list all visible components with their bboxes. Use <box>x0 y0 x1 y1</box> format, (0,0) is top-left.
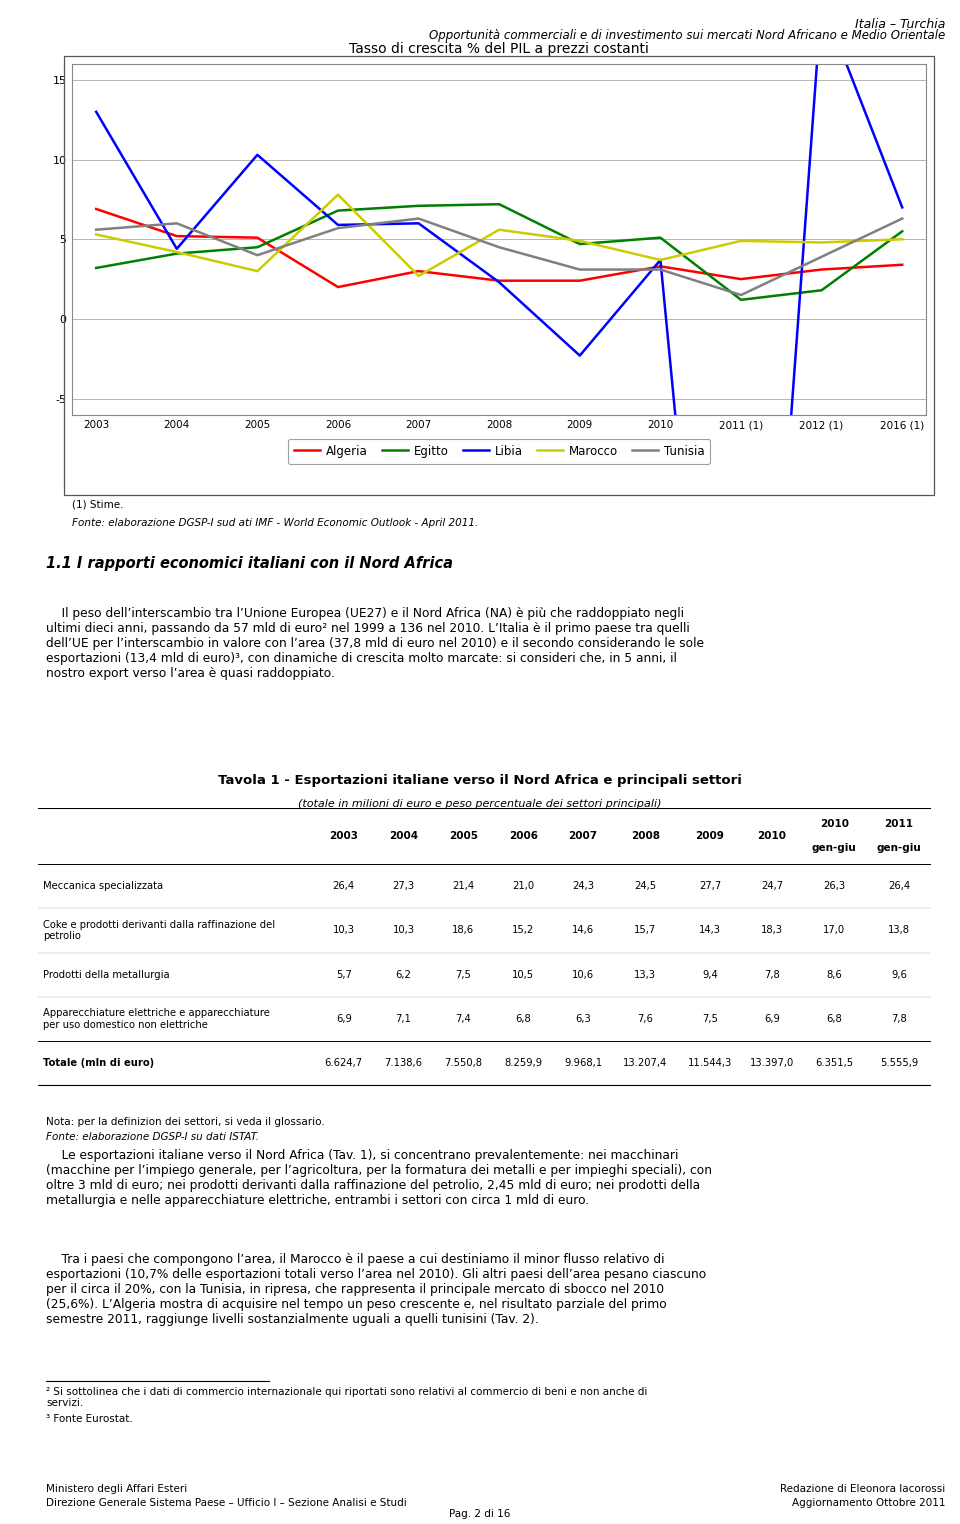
Text: 15,2: 15,2 <box>512 925 535 936</box>
Text: 21,0: 21,0 <box>513 881 535 892</box>
Text: 11.544,3: 11.544,3 <box>687 1058 732 1068</box>
Text: 6,8: 6,8 <box>827 1013 842 1024</box>
Text: Nota: per la definizion dei settori, si veda il glossario.: Nota: per la definizion dei settori, si … <box>46 1117 324 1128</box>
Text: 2007: 2007 <box>568 831 598 841</box>
Text: Prodotti della metallurgia: Prodotti della metallurgia <box>43 969 170 980</box>
Text: Redazione di Eleonora Iacorossi: Redazione di Eleonora Iacorossi <box>780 1484 946 1495</box>
Text: 27,7: 27,7 <box>699 881 721 892</box>
Text: 2011: 2011 <box>884 818 913 829</box>
Text: 8,6: 8,6 <box>827 969 842 980</box>
Text: Fonte: elaborazione DGSP-I su dati ISTAT.: Fonte: elaborazione DGSP-I su dati ISTAT… <box>46 1132 259 1143</box>
Text: 2005: 2005 <box>449 831 478 841</box>
Text: 13,3: 13,3 <box>635 969 657 980</box>
Text: 6.351,5: 6.351,5 <box>815 1058 853 1068</box>
Text: 15,7: 15,7 <box>635 925 657 936</box>
Text: 10,3: 10,3 <box>393 925 415 936</box>
Text: 6.624,7: 6.624,7 <box>324 1058 363 1068</box>
Text: 24,3: 24,3 <box>572 881 594 892</box>
Text: Il peso dell’interscambio tra l’Unione Europea (UE27) e il Nord Africa (NA) è pi: Il peso dell’interscambio tra l’Unione E… <box>46 607 704 680</box>
Text: Opportunità commerciali e di investimento sui mercati Nord Africano e Medio Orie: Opportunità commerciali e di investiment… <box>429 29 946 43</box>
Text: 7,5: 7,5 <box>702 1013 718 1024</box>
Legend: Algeria, Egitto, Libia, Marocco, Tunisia: Algeria, Egitto, Libia, Marocco, Tunisia <box>288 439 710 463</box>
Text: 6,3: 6,3 <box>575 1013 591 1024</box>
Text: 7,5: 7,5 <box>455 969 471 980</box>
Text: Coke e prodotti derivanti dalla raffinazione del
petrolio: Coke e prodotti derivanti dalla raffinaz… <box>43 919 275 942</box>
Text: (totale in milioni di euro e peso percentuale dei settori principali): (totale in milioni di euro e peso percen… <box>299 799 661 809</box>
Text: Le esportazioni italiane verso il Nord Africa (Tav. 1), si concentrano prevalent: Le esportazioni italiane verso il Nord A… <box>46 1149 712 1207</box>
Text: (1) Stime.: (1) Stime. <box>72 500 124 511</box>
Text: 9,4: 9,4 <box>702 969 718 980</box>
Text: 14,3: 14,3 <box>699 925 721 936</box>
Title: Tasso di crescita % del PIL a prezzi costanti: Tasso di crescita % del PIL a prezzi cos… <box>349 41 649 56</box>
Text: Italia – Turchia: Italia – Turchia <box>855 18 946 32</box>
Text: 7,4: 7,4 <box>456 1013 471 1024</box>
Text: Fonte: elaborazione DGSP-I sud ati IMF - World Economic Outlook - April 2011.: Fonte: elaborazione DGSP-I sud ati IMF -… <box>72 518 478 529</box>
Text: Totale (mln di euro): Totale (mln di euro) <box>43 1058 154 1068</box>
Text: 2006: 2006 <box>509 831 538 841</box>
Text: 5,7: 5,7 <box>336 969 351 980</box>
Text: 2004: 2004 <box>389 831 419 841</box>
Text: 7.550,8: 7.550,8 <box>444 1058 483 1068</box>
Text: 6,2: 6,2 <box>396 969 412 980</box>
Text: 8.259,9: 8.259,9 <box>504 1058 542 1068</box>
Text: 2010: 2010 <box>820 818 849 829</box>
Text: 14,6: 14,6 <box>572 925 594 936</box>
Text: 2009: 2009 <box>695 831 725 841</box>
Text: ² Si sottolinea che i dati di commercio internazionale qui riportati sono relati: ² Si sottolinea che i dati di commercio … <box>46 1387 647 1408</box>
Text: 7,8: 7,8 <box>764 969 780 980</box>
Text: 7,1: 7,1 <box>396 1013 412 1024</box>
Text: 24,5: 24,5 <box>635 881 657 892</box>
Text: 13,8: 13,8 <box>888 925 910 936</box>
Text: Direzione Generale Sistema Paese – Ufficio I – Sezione Analisi e Studi: Direzione Generale Sistema Paese – Uffic… <box>46 1498 407 1509</box>
Text: 18,6: 18,6 <box>452 925 474 936</box>
Text: 1.1 I rapporti economici italiani con il Nord Africa: 1.1 I rapporti economici italiani con il… <box>46 556 453 572</box>
Text: 13.397,0: 13.397,0 <box>750 1058 794 1068</box>
Text: 10,6: 10,6 <box>572 969 594 980</box>
Text: 24,7: 24,7 <box>761 881 783 892</box>
Text: 26,4: 26,4 <box>888 881 910 892</box>
Text: Tavola 1 - Esportazioni italiane verso il Nord Africa e principali settori: Tavola 1 - Esportazioni italiane verso i… <box>218 774 742 788</box>
Text: 26,3: 26,3 <box>824 881 846 892</box>
Text: 17,0: 17,0 <box>824 925 846 936</box>
Text: gen-giu: gen-giu <box>812 843 856 853</box>
Text: gen-giu: gen-giu <box>876 843 922 853</box>
Text: 10,5: 10,5 <box>513 969 535 980</box>
Text: 26,4: 26,4 <box>333 881 355 892</box>
Text: ³ Fonte Eurostat.: ³ Fonte Eurostat. <box>46 1414 132 1425</box>
Text: 2003: 2003 <box>329 831 358 841</box>
Text: Pag. 2 di 16: Pag. 2 di 16 <box>449 1509 511 1519</box>
Text: Tra i paesi che compongono l’area, il Marocco è il paese a cui destiniamo il min: Tra i paesi che compongono l’area, il Ma… <box>46 1253 707 1326</box>
Text: 13.207,4: 13.207,4 <box>623 1058 667 1068</box>
Text: 7,8: 7,8 <box>891 1013 907 1024</box>
Text: 10,3: 10,3 <box>333 925 355 936</box>
Text: 27,3: 27,3 <box>393 881 415 892</box>
Text: 2008: 2008 <box>631 831 660 841</box>
Text: 2010: 2010 <box>757 831 786 841</box>
Text: 6,9: 6,9 <box>336 1013 351 1024</box>
Text: Meccanica specializzata: Meccanica specializzata <box>43 881 163 892</box>
Text: 18,3: 18,3 <box>761 925 783 936</box>
Text: 7,6: 7,6 <box>637 1013 653 1024</box>
Text: 9,6: 9,6 <box>891 969 907 980</box>
Text: 21,4: 21,4 <box>452 881 474 892</box>
Text: Aggiornamento Ottobre 2011: Aggiornamento Ottobre 2011 <box>792 1498 946 1509</box>
Text: 9.968,1: 9.968,1 <box>564 1058 602 1068</box>
Text: 6,9: 6,9 <box>764 1013 780 1024</box>
Text: 7.138,6: 7.138,6 <box>385 1058 422 1068</box>
Text: 5.555,9: 5.555,9 <box>879 1058 918 1068</box>
Text: Ministero degli Affari Esteri: Ministero degli Affari Esteri <box>46 1484 187 1495</box>
Text: Apparecchiature elettriche e apparecchiature
per uso domestico non elettriche: Apparecchiature elettriche e apparecchia… <box>43 1007 270 1030</box>
Text: 6,8: 6,8 <box>516 1013 531 1024</box>
